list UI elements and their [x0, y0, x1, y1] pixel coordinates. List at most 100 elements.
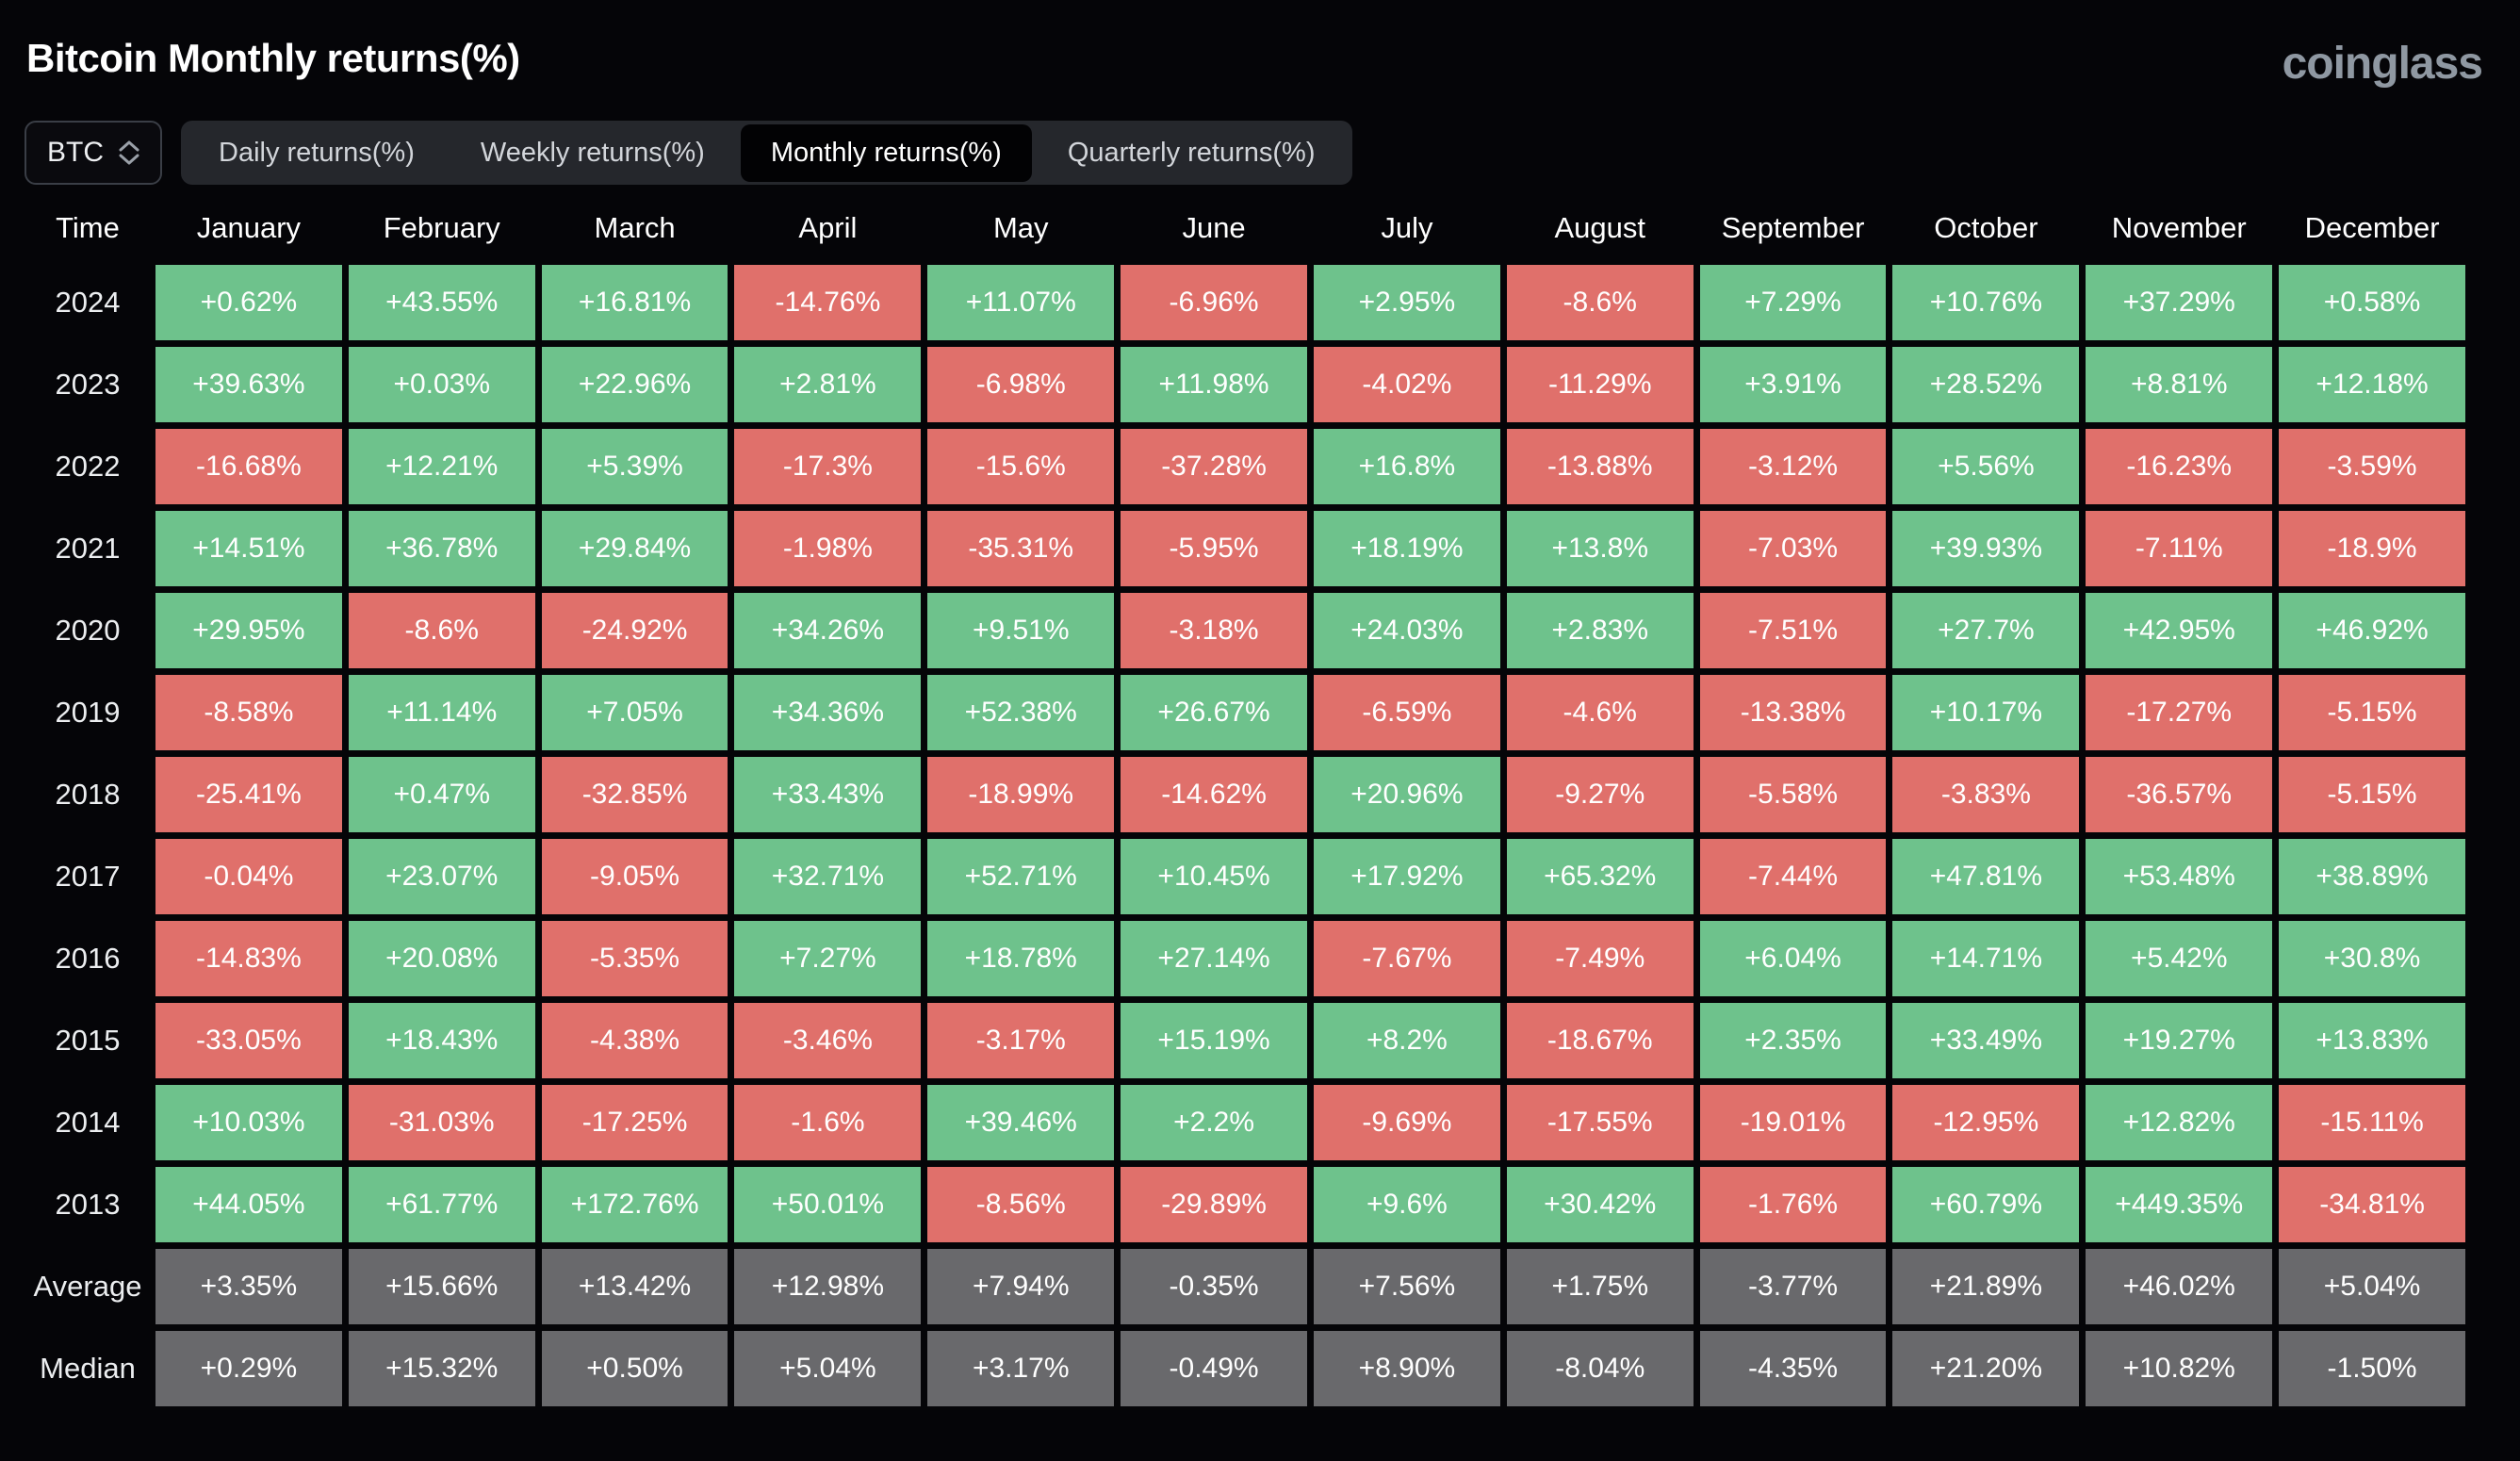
return-cell-2017-august: +65.32%	[1506, 839, 1694, 914]
return-cell-2018-april: +33.43%	[734, 757, 922, 832]
tab-weekly-returns[interactable]: Weekly returns(%)	[450, 124, 735, 182]
return-cell-2014-december: -15.11%	[2279, 1085, 2465, 1160]
return-cell-2013-february: +61.77%	[348, 1167, 535, 1242]
return-cell-average-may: +7.94%	[927, 1249, 1115, 1324]
return-cell-median-august: -8.04%	[1506, 1331, 1694, 1406]
return-cell-2023-august: -11.29%	[1506, 347, 1694, 422]
row-label-2020: 2020	[55, 614, 121, 647]
return-cell-2019-march: +7.05%	[541, 675, 728, 750]
return-cell-2023-april: +2.81%	[734, 347, 922, 422]
row-label-2023: 2023	[55, 368, 121, 401]
col-header-june: June	[1182, 211, 1246, 244]
return-cell-average-march: +13.42%	[541, 1249, 728, 1324]
return-cell-median-april: +5.04%	[734, 1331, 922, 1406]
return-cell-2022-june: -37.28%	[1121, 429, 1307, 504]
return-cell-2022-february: +12.21%	[348, 429, 535, 504]
return-cell-median-january: +0.29%	[155, 1331, 342, 1406]
return-cell-2014-march: -17.25%	[541, 1085, 728, 1160]
return-cell-2016-april: +7.27%	[734, 921, 922, 996]
return-cell-2019-april: +34.36%	[734, 675, 922, 750]
return-cell-2017-january: -0.04%	[155, 839, 342, 914]
return-cell-2020-june: -3.18%	[1121, 593, 1307, 668]
return-cell-2014-october: -12.95%	[1892, 1085, 2080, 1160]
return-cell-2013-january: +44.05%	[155, 1167, 342, 1242]
returns-period-tabs: Daily returns(%) Weekly returns(%) Monthly…	[181, 121, 1353, 185]
return-cell-2019-august: -4.6%	[1506, 675, 1694, 750]
return-cell-2015-september: +2.35%	[1699, 1003, 1887, 1078]
return-cell-2014-july: -9.69%	[1313, 1085, 1500, 1160]
row-label-2018: 2018	[55, 778, 121, 811]
return-cell-2020-march: -24.92%	[541, 593, 728, 668]
return-cell-2013-april: +50.01%	[734, 1167, 922, 1242]
return-cell-2015-december: +13.83%	[2279, 1003, 2465, 1078]
row-label-2014: 2014	[55, 1106, 121, 1139]
return-cell-2023-june: +11.98%	[1121, 347, 1307, 422]
return-cell-2018-september: -5.58%	[1699, 757, 1887, 832]
return-cell-2023-october: +28.52%	[1892, 347, 2080, 422]
return-cell-2015-april: -3.46%	[734, 1003, 922, 1078]
return-cell-median-november: +10.82%	[2086, 1331, 2273, 1406]
return-cell-median-december: -1.50%	[2279, 1331, 2465, 1406]
return-cell-2014-april: -1.6%	[734, 1085, 922, 1160]
return-cell-2020-april: +34.26%	[734, 593, 922, 668]
tab-quarterly-returns[interactable]: Quarterly returns(%)	[1038, 124, 1346, 182]
updown-chevron-icon	[119, 140, 139, 166]
row-label-2017: 2017	[55, 860, 121, 893]
return-cell-2021-august: +13.8%	[1506, 511, 1694, 586]
page-title: Bitcoin Monthly returns(%)	[26, 36, 520, 80]
return-cell-2019-february: +11.14%	[348, 675, 535, 750]
return-cell-2024-august: -8.6%	[1506, 265, 1694, 340]
return-cell-2024-february: +43.55%	[348, 265, 535, 340]
return-cell-2013-october: +60.79%	[1892, 1167, 2080, 1242]
return-cell-2018-january: -25.41%	[155, 757, 342, 832]
return-cell-average-november: +46.02%	[2086, 1249, 2273, 1324]
return-cell-2019-october: +10.17%	[1892, 675, 2080, 750]
return-cell-2015-october: +33.49%	[1892, 1003, 2080, 1078]
return-cell-2021-september: -7.03%	[1699, 511, 1887, 586]
return-cell-2024-july: +2.95%	[1313, 265, 1500, 340]
return-cell-2014-february: -31.03%	[348, 1085, 535, 1160]
return-cell-2024-january: +0.62%	[155, 265, 342, 340]
return-cell-2022-september: -3.12%	[1699, 429, 1887, 504]
return-cell-2013-july: +9.6%	[1313, 1167, 1500, 1242]
return-cell-2018-november: -36.57%	[2086, 757, 2273, 832]
return-cell-average-june: -0.35%	[1121, 1249, 1307, 1324]
col-header-february: February	[383, 211, 500, 244]
row-label-2016: 2016	[55, 942, 121, 975]
return-cell-2021-march: +29.84%	[541, 511, 728, 586]
col-header-august: August	[1554, 211, 1645, 244]
return-cell-2022-january: -16.68%	[155, 429, 342, 504]
return-cell-2020-january: +29.95%	[155, 593, 342, 668]
return-cell-average-october: +21.89%	[1892, 1249, 2080, 1324]
symbol-select-value: BTC	[47, 137, 104, 168]
return-cell-2021-december: -18.9%	[2279, 511, 2465, 586]
return-cell-2021-october: +39.93%	[1892, 511, 2080, 586]
return-cell-2024-may: +11.07%	[927, 265, 1115, 340]
return-cell-2023-december: +12.18%	[2279, 347, 2465, 422]
return-cell-2017-december: +38.89%	[2279, 839, 2465, 914]
return-cell-2022-march: +5.39%	[541, 429, 728, 504]
row-label-average: Average	[33, 1270, 142, 1303]
return-cell-2016-february: +20.08%	[348, 921, 535, 996]
return-cell-2017-july: +17.92%	[1313, 839, 1500, 914]
col-header-july: July	[1381, 211, 1433, 244]
return-cell-2021-november: -7.11%	[2086, 511, 2273, 586]
tab-monthly-returns[interactable]: Monthly returns(%)	[740, 123, 1032, 182]
symbol-select[interactable]: BTC	[25, 121, 162, 185]
return-cell-2024-june: -6.96%	[1121, 265, 1307, 340]
tab-daily-returns[interactable]: Daily returns(%)	[188, 124, 445, 182]
return-cell-average-september: -3.77%	[1699, 1249, 1887, 1324]
return-cell-2017-june: +10.45%	[1121, 839, 1307, 914]
return-cell-median-march: +0.50%	[541, 1331, 728, 1406]
return-cell-2017-may: +52.71%	[927, 839, 1115, 914]
return-cell-2017-october: +47.81%	[1892, 839, 2080, 914]
return-cell-2019-may: +52.38%	[927, 675, 1115, 750]
return-cell-2020-september: -7.51%	[1699, 593, 1887, 668]
return-cell-2016-march: -5.35%	[541, 921, 728, 996]
return-cell-2013-march: +172.76%	[541, 1167, 728, 1242]
return-cell-median-june: -0.49%	[1121, 1331, 1307, 1406]
return-cell-2021-february: +36.78%	[348, 511, 535, 586]
return-cell-2014-june: +2.2%	[1121, 1085, 1307, 1160]
return-cell-2022-april: -17.3%	[734, 429, 922, 504]
return-cell-median-september: -4.35%	[1699, 1331, 1887, 1406]
